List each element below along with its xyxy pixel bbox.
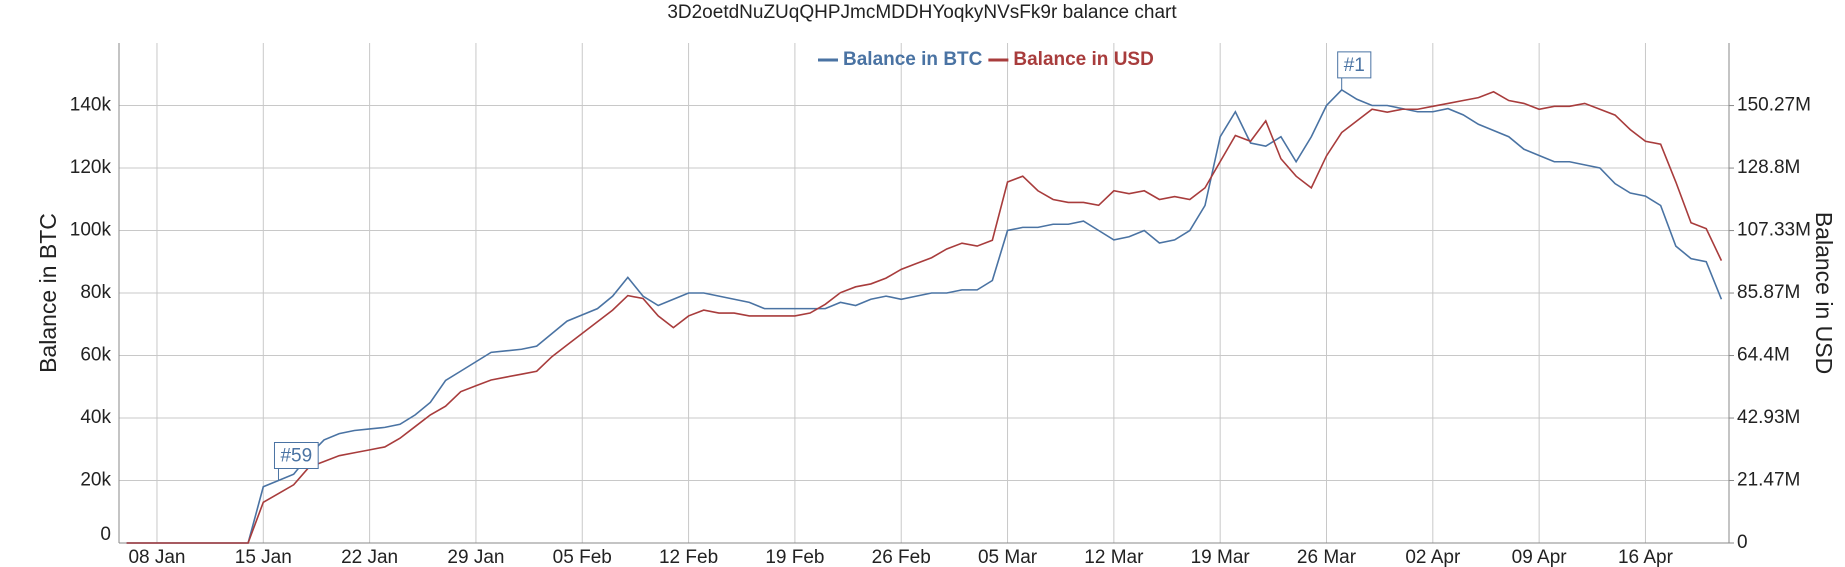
y-tick-label: 120k — [70, 157, 112, 178]
x-tick-label: 12 Feb — [659, 547, 718, 567]
x-tick-label: 02 Apr — [1405, 547, 1461, 567]
y-axis-label: Balance in BTC — [35, 213, 61, 373]
x-tick-label: 05 Mar — [978, 547, 1038, 567]
y-tick-label: 20k — [80, 470, 111, 491]
x-tick-label: 29 Jan — [447, 547, 504, 567]
annotation-box — [1337, 51, 1372, 79]
x-tick-label: 26 Mar — [1297, 547, 1357, 567]
x-tick-label: 09 Apr — [1512, 547, 1568, 567]
y2-tick-label: 21.47M — [1737, 470, 1800, 491]
series-line — [126, 90, 1723, 544]
y2-tick-label: 107.33M — [1737, 220, 1811, 241]
x-tick-label: 12 Mar — [1084, 547, 1144, 567]
y-tick-label: 140k — [70, 95, 112, 116]
x-tick-label: 19 Feb — [765, 547, 824, 567]
y-tick-label: 0 — [100, 524, 111, 545]
y2-tick-label: 128.8M — [1737, 157, 1800, 178]
y2-tick-label: 85.87M — [1737, 282, 1800, 303]
x-tick-label: 05 Feb — [553, 547, 612, 567]
y2-tick-label: 0 — [1737, 532, 1748, 553]
x-tick-label: 15 Jan — [235, 547, 292, 567]
chart-title: 3D2oetdNuZUqQHPJmcMDDHYoqkyNVsFk9r balan… — [667, 2, 1177, 23]
y2-tick-label: 64.4M — [1737, 345, 1790, 366]
series-line — [126, 88, 1723, 544]
x-tick-label: 08 Jan — [128, 547, 185, 567]
annotation-label: #59 — [280, 446, 312, 467]
y-tick-label: 100k — [70, 220, 112, 241]
y2-tick-label: 42.93M — [1737, 407, 1800, 428]
legend-label: Balance in BTC — [843, 49, 983, 70]
y-tick-label: 60k — [80, 345, 111, 366]
annotation-box — [273, 442, 319, 469]
y2-axis-label: Balance in USD — [1811, 212, 1837, 374]
y2-tick-label: 150.27M — [1737, 95, 1811, 116]
annotation-label: #1 — [1344, 55, 1365, 76]
x-tick-label: 19 Mar — [1191, 547, 1251, 567]
x-tick-label: 22 Jan — [341, 547, 398, 567]
x-tick-label: 16 Apr — [1618, 547, 1674, 567]
x-tick-label: 26 Feb — [872, 547, 931, 567]
legend-label: Balance in USD — [1013, 49, 1153, 70]
y-tick-label: 40k — [80, 407, 111, 428]
y-tick-label: 80k — [80, 282, 111, 303]
